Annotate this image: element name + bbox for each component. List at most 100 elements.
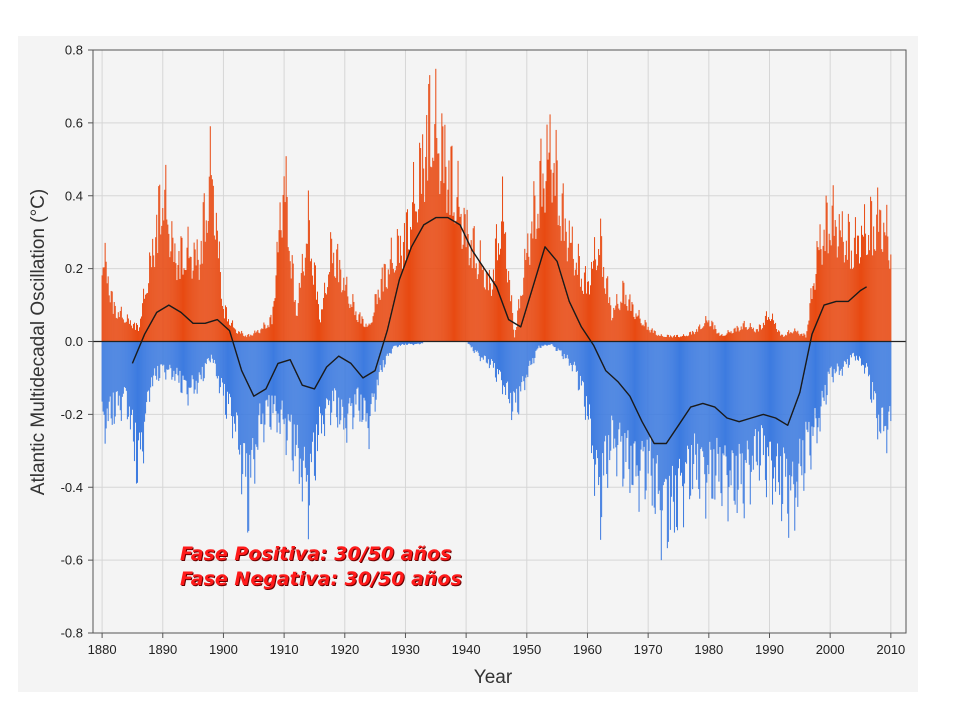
positive-anomaly-bar [194, 249, 196, 342]
negative-anomaly-bar [772, 341, 774, 505]
positive-anomaly-bar [111, 291, 113, 342]
positive-anomaly-bar [113, 301, 115, 342]
positive-anomaly-bar [846, 259, 848, 342]
negative-anomaly-bar [147, 341, 149, 392]
negative-anomaly-bar [286, 341, 288, 441]
positive-anomaly-bar [525, 259, 527, 342]
negative-anomaly-bar [863, 341, 865, 366]
negative-anomaly-bar [578, 341, 580, 390]
positive-anomaly-bar [714, 325, 716, 342]
positive-anomaly-bar [512, 312, 514, 342]
positive-anomaly-bar [433, 160, 435, 342]
negative-anomaly-bar [410, 341, 412, 345]
negative-anomaly-bar [325, 341, 327, 409]
negative-anomaly-bar [730, 341, 732, 486]
positive-anomaly-bar [877, 187, 879, 342]
negative-anomaly-bar [170, 341, 172, 369]
negative-anomaly-bar [474, 341, 476, 350]
negative-anomaly-bar [407, 341, 409, 344]
positive-anomaly-bar [556, 160, 558, 342]
negative-anomaly-bar [381, 341, 383, 372]
positive-anomaly-bar [417, 222, 419, 342]
positive-anomaly-bar [480, 265, 482, 342]
negative-anomaly-bar [749, 341, 751, 505]
negative-anomaly-bar [188, 341, 190, 388]
negative-anomaly-bar [849, 341, 851, 355]
positive-anomaly-bar [788, 330, 790, 342]
negative-anomaly-bar [624, 341, 626, 434]
positive-anomaly-bar [472, 228, 474, 342]
positive-anomaly-bar [774, 324, 776, 342]
negative-anomaly-bar [130, 341, 132, 416]
positive-anomaly-bar [769, 320, 772, 342]
positive-anomaly-bar [463, 207, 465, 342]
positive-anomaly-bar [128, 323, 130, 342]
positive-anomaly-bar [570, 242, 572, 342]
negative-anomaly-bar [145, 341, 147, 414]
negative-anomaly-bar [269, 341, 271, 427]
x-tick-label: 1890 [148, 642, 177, 657]
positive-anomaly-bar [191, 278, 193, 342]
negative-anomaly-bar [804, 341, 806, 474]
positive-anomaly-bar [746, 329, 748, 342]
negative-anomaly-bar [351, 341, 353, 404]
negative-anomaly-bar [882, 341, 884, 408]
negative-anomaly-bar [575, 341, 577, 372]
negative-anomaly-bar [121, 341, 123, 397]
negative-anomaly-bar [636, 341, 638, 466]
positive-anomaly-bar [214, 239, 216, 342]
positive-anomaly-bar [740, 326, 742, 342]
positive-anomaly-bar [636, 316, 638, 342]
positive-anomaly-bar [864, 204, 866, 342]
negative-anomaly-bar [571, 341, 573, 372]
negative-anomaly-bar [591, 341, 593, 454]
positive-anomaly-bar [572, 258, 574, 342]
positive-anomaly-bar [493, 281, 495, 342]
positive-anomaly-bar [553, 163, 555, 342]
negative-anomaly-bar [364, 341, 366, 401]
negative-anomaly-bar [701, 341, 703, 448]
negative-anomaly-bar [476, 341, 478, 351]
positive-anomaly-bar [251, 335, 253, 342]
negative-anomaly-bar [555, 341, 557, 351]
negative-anomaly-bar [279, 341, 281, 434]
negative-anomaly-bar [241, 341, 243, 495]
positive-anomaly-bar [651, 328, 653, 342]
negative-anomaly-bar [349, 341, 351, 398]
positive-anomaly-bar [186, 247, 188, 342]
negative-anomaly-bar [263, 341, 265, 443]
negative-anomaly-bar [604, 341, 606, 442]
positive-anomaly-bar [823, 229, 825, 342]
positive-anomaly-bar [479, 240, 481, 342]
negative-anomaly-bar [117, 341, 119, 406]
positive-anomaly-bar [515, 330, 517, 342]
positive-anomaly-bar [748, 327, 750, 342]
positive-anomaly-bar [489, 283, 491, 342]
negative-anomaly-bar [162, 341, 164, 366]
negative-anomaly-bar [793, 341, 795, 485]
positive-anomaly-bar [699, 324, 701, 342]
negative-anomaly-bar [828, 341, 830, 374]
positive-anomaly-bar [124, 322, 126, 342]
negative-anomaly-bar [342, 341, 344, 407]
positive-anomaly-bar [818, 250, 820, 342]
positive-anomaly-bar [701, 328, 703, 342]
positive-anomaly-bar [263, 322, 265, 342]
negative-anomaly-bar [683, 341, 685, 528]
positive-anomaly-bar [446, 212, 448, 342]
positive-anomaly-bar [428, 83, 430, 342]
negative-anomaly-bar [842, 341, 844, 367]
negative-anomaly-bar [484, 341, 486, 357]
negative-anomaly-bar [629, 341, 631, 493]
negative-anomaly-bar [870, 341, 872, 400]
positive-anomaly-bar [208, 176, 210, 342]
negative-anomaly-bar [883, 341, 885, 432]
positive-anomaly-bar [268, 327, 270, 342]
negative-anomaly-bar [236, 341, 238, 413]
negative-anomaly-bar [840, 341, 842, 369]
x-tick-label: 1960 [573, 642, 602, 657]
negative-anomaly-bar [198, 341, 200, 373]
negative-anomaly-bar [123, 341, 125, 387]
positive-anomaly-bar [871, 201, 873, 342]
positive-anomaly-bar [532, 238, 534, 342]
